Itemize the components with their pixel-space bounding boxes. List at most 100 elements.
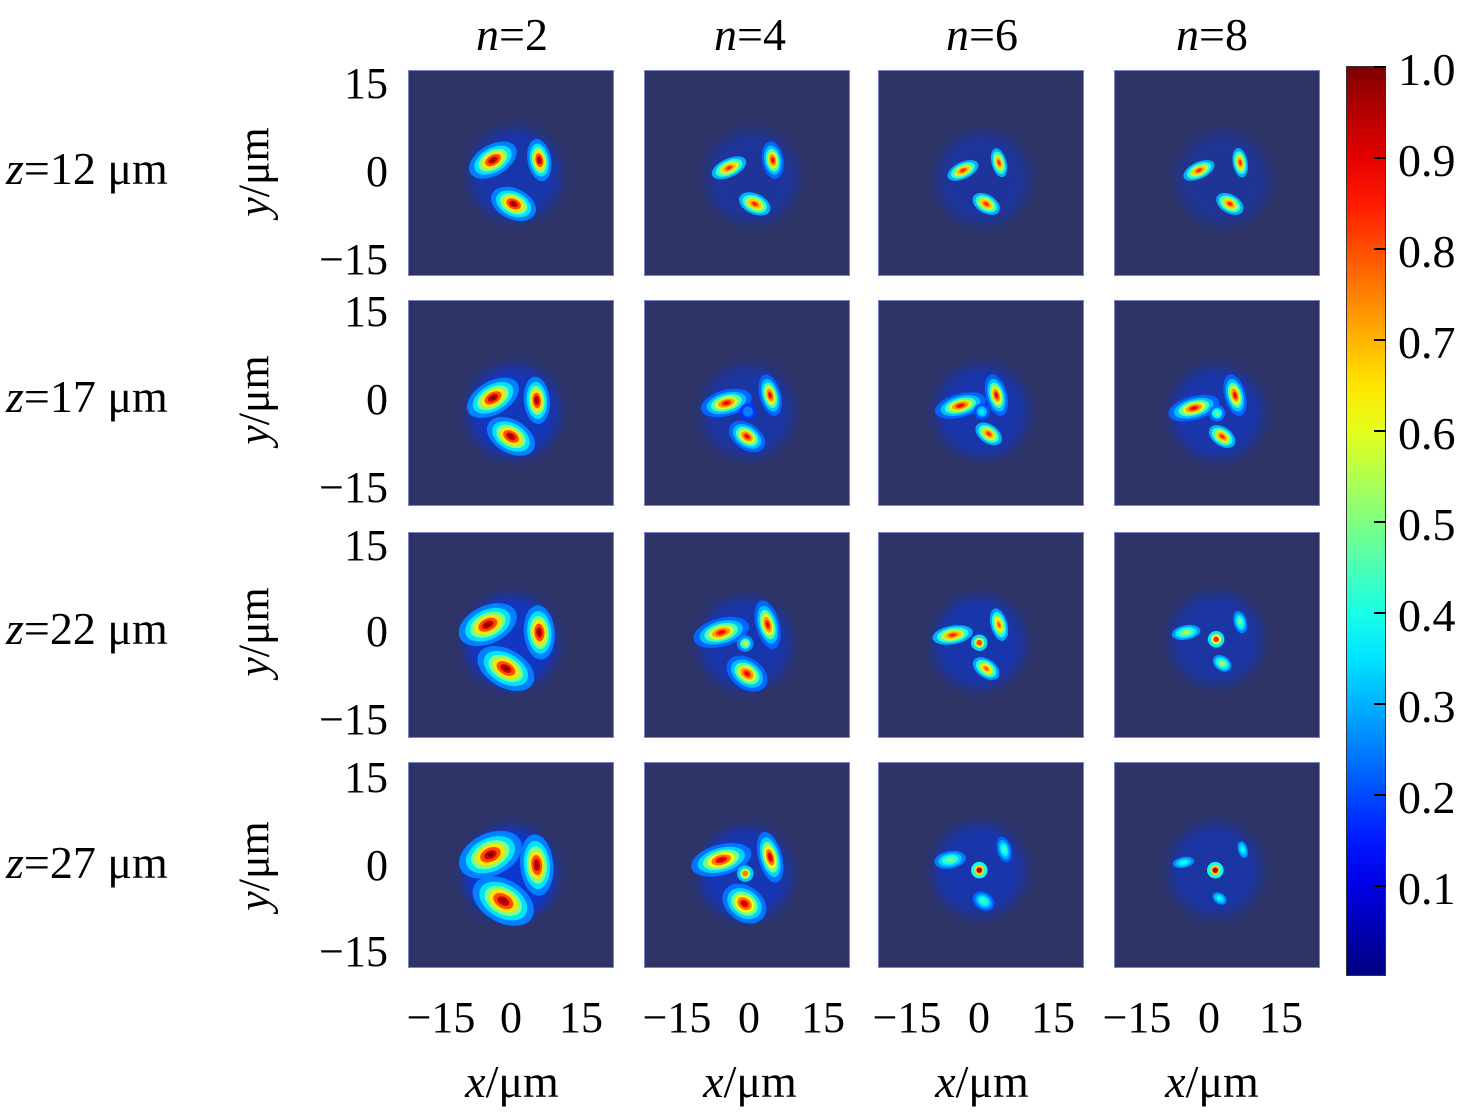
lobe-contour	[723, 401, 729, 405]
lobe-contour	[769, 393, 772, 398]
heatmap-panel-r2-c2	[644, 300, 850, 506]
intensity-lobe	[761, 141, 784, 179]
panel-border	[1114, 532, 1320, 738]
intensity-lobe	[739, 192, 771, 216]
heatmap-svg	[644, 70, 850, 276]
center-spot	[979, 408, 985, 415]
lobe-contour	[947, 858, 953, 862]
y-axis-label-row3: y/μm	[229, 587, 279, 677]
intensity-lobe	[458, 603, 517, 647]
lobe-contour	[984, 202, 988, 206]
intensity-lobe	[932, 625, 973, 645]
center-spot	[1213, 636, 1219, 643]
intensity-lobe	[756, 831, 784, 883]
heatmap-svg	[408, 762, 614, 968]
colorbar-tick-mark	[1374, 703, 1386, 705]
lobe-contour	[995, 393, 998, 398]
panel-border	[878, 532, 1084, 738]
colorbar-tick-label: 0.1	[1398, 863, 1456, 914]
intensity-lobe	[691, 842, 752, 877]
heatmap-svg	[1114, 300, 1320, 506]
y-tick-label: 0	[366, 147, 388, 196]
intensity-lobe	[520, 834, 554, 896]
heatmap-panel-r1-c1	[408, 70, 614, 276]
intensity-lobe	[486, 417, 536, 456]
lobe-contour	[957, 404, 963, 407]
intensity-lobe	[754, 600, 781, 649]
lobe-contour	[1002, 847, 1006, 852]
center-spot	[742, 870, 749, 877]
lobe-contour	[766, 622, 769, 628]
colorbar-tick-label: 0.6	[1398, 408, 1456, 459]
column-title-n8: n=8	[1176, 9, 1248, 60]
lobe-contour	[537, 629, 541, 636]
lobe-contour	[745, 434, 749, 438]
heatmap-panel-r2-c4	[1114, 300, 1320, 506]
lobe-contour	[1241, 847, 1244, 852]
row-label-z12: z=12 μm	[6, 143, 168, 194]
lobe-contour	[752, 202, 757, 206]
intensity-lobe	[711, 156, 747, 180]
heatmap-svg	[878, 70, 1084, 276]
intensity-lobe	[459, 830, 522, 879]
heatmap-panel-r4-c2	[644, 762, 850, 968]
lobe-contour	[535, 862, 539, 868]
row-label-z17: z=17 μm	[6, 371, 168, 422]
intensity-lobe	[996, 836, 1012, 863]
intensity-lobe	[1212, 892, 1227, 905]
heatmap-svg	[644, 532, 850, 738]
heatmap-halo	[936, 132, 1030, 226]
heatmap-svg	[878, 300, 1084, 506]
lobe-contour	[1218, 897, 1222, 900]
lobe-contour	[1239, 620, 1242, 624]
colorbar-tick-label: 0.8	[1398, 226, 1456, 277]
lobe-contour	[503, 666, 509, 671]
heatmap-panel-r1-c3	[878, 70, 1084, 276]
heatmap-svg	[408, 532, 614, 738]
x-axis-label-col1: x/μm	[465, 1056, 559, 1107]
intensity-lobe	[1208, 425, 1236, 448]
lobe-contour	[726, 166, 732, 170]
intensity-lobe	[1171, 624, 1201, 640]
heatmap-svg	[408, 300, 614, 506]
heatmap-panel-r3-c2	[644, 532, 850, 738]
y-tick-label: −15	[319, 695, 388, 744]
lobe-contour	[997, 622, 1001, 627]
lobe-contour	[771, 158, 774, 162]
panel-border	[644, 532, 850, 738]
intensity-lobe	[1216, 192, 1244, 215]
center-spot	[1212, 867, 1219, 873]
colorbar-tick-label: 0.3	[1398, 681, 1456, 732]
lobe-contour	[718, 858, 725, 862]
center-spot	[976, 639, 983, 646]
x-tick-label: 0	[738, 993, 760, 1042]
lobe-contour	[1183, 631, 1189, 634]
lobe-contour	[1233, 393, 1237, 398]
lobe-contour	[485, 622, 491, 627]
colorbar-tick-mark	[1374, 66, 1386, 68]
y-tick-label: 0	[366, 607, 388, 656]
x-tick-label: −15	[406, 993, 476, 1042]
heatmap-svg	[644, 762, 850, 968]
lobe-contour	[538, 158, 541, 163]
intensity-lobe	[466, 377, 519, 419]
lobe-contour	[508, 434, 514, 439]
heatmap-panel-r3-c4	[1114, 532, 1320, 738]
intensity-lobe	[1237, 841, 1248, 859]
intensity-lobe	[722, 883, 767, 924]
intensity-lobe	[1233, 610, 1248, 634]
colorbar-tick-mark	[1374, 430, 1386, 432]
intensity-lobe	[491, 186, 537, 222]
lobe-contour	[984, 667, 988, 670]
x-tick-label: 0	[968, 993, 990, 1042]
lobe-contour	[950, 633, 956, 637]
y-axis-label-row2: y/μm	[229, 355, 279, 445]
colorbar-tick-label: 0.7	[1398, 317, 1456, 368]
x-axis-label-col4: x/μm	[1165, 1056, 1259, 1107]
colorbar-tick-label: 0.9	[1398, 135, 1456, 186]
intensity-lobe	[758, 374, 782, 417]
colorbar-tick-mark	[1374, 248, 1386, 250]
panel-border	[644, 762, 850, 968]
panel-border	[408, 532, 614, 738]
center-spot	[976, 867, 983, 873]
